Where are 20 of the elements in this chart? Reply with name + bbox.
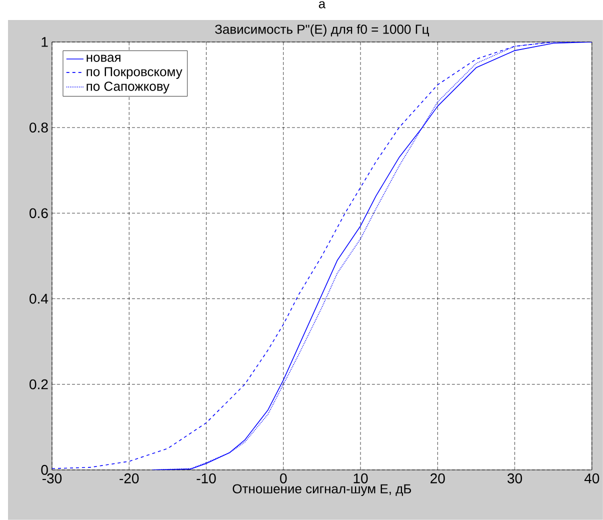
y-tick-label: 0 (41, 464, 48, 475)
chart-title: Зависимость P"(E) для f0 = 1000 Гц (215, 24, 429, 37)
text: а (318, 1, 326, 8)
x-tick-label: 0 (280, 473, 287, 484)
x-tick-label: -30 (42, 473, 62, 484)
y-tick-label: 0.4 (30, 294, 48, 304)
x-tick-label: 40 (584, 473, 600, 484)
y-tick-label: 0.8 (30, 122, 48, 133)
y-tick-label: 0.2 (30, 379, 48, 390)
legend-label: новая (86, 54, 120, 62)
x-tick-label: 10 (354, 473, 368, 484)
x-tick-label: 30 (508, 473, 522, 484)
y-tick-label: 0.6 (30, 208, 48, 218)
x-tick-label: -10 (196, 473, 216, 484)
y-tick-label: 1 (42, 37, 48, 47)
legend-label: по Сапожкову (86, 82, 170, 94)
x-axis-title: Отношение сигнал-шум E, дБ (232, 484, 412, 496)
x-tick-label: 20 (430, 473, 445, 484)
x-tick-label: -20 (120, 473, 139, 484)
legend-label: по Покровскому (86, 67, 182, 79)
